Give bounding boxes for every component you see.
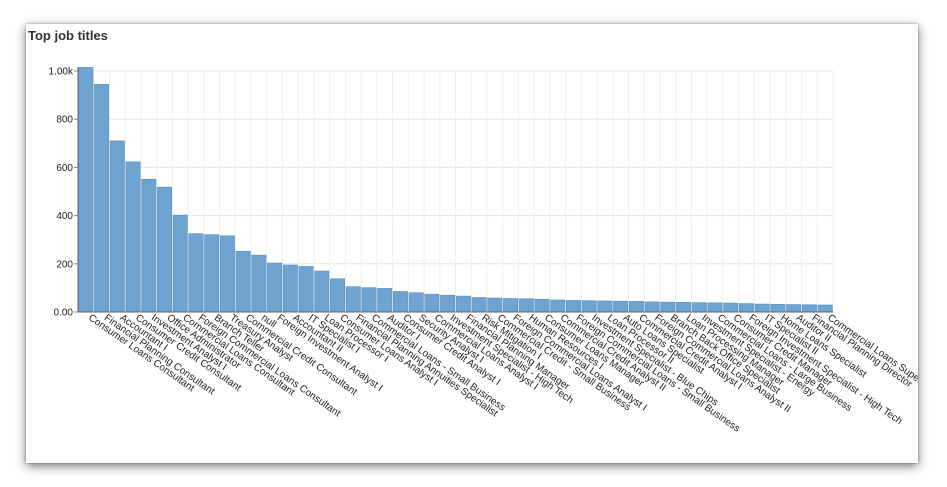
bar bbox=[534, 298, 550, 313]
bar bbox=[125, 161, 141, 313]
bar bbox=[314, 270, 330, 313]
bar bbox=[440, 294, 456, 313]
bar bbox=[157, 186, 172, 313]
bar bbox=[817, 304, 833, 313]
bar bbox=[94, 83, 110, 313]
bar bbox=[518, 298, 534, 313]
bar bbox=[613, 300, 629, 313]
bar bbox=[330, 278, 345, 313]
bar bbox=[282, 264, 298, 313]
y-tick-label: 200 bbox=[56, 259, 73, 270]
bar bbox=[188, 233, 204, 313]
bar bbox=[78, 67, 94, 313]
bar bbox=[141, 178, 157, 313]
bar bbox=[739, 303, 754, 313]
bar bbox=[801, 304, 817, 313]
bar bbox=[754, 303, 770, 313]
bar bbox=[660, 301, 676, 313]
y-tick-label: 600 bbox=[56, 163, 73, 174]
bar bbox=[267, 262, 283, 313]
bar bbox=[408, 292, 424, 313]
bar bbox=[786, 304, 802, 313]
bar bbox=[298, 266, 314, 313]
bar bbox=[172, 214, 188, 313]
bar bbox=[204, 234, 220, 313]
bar bbox=[723, 302, 739, 313]
bar bbox=[345, 286, 361, 313]
bar bbox=[566, 300, 581, 313]
bar bbox=[251, 254, 267, 313]
bar bbox=[550, 299, 566, 313]
bar bbox=[644, 301, 660, 313]
bar bbox=[219, 235, 235, 313]
bar bbox=[377, 288, 393, 313]
bar bbox=[109, 140, 125, 313]
bar bbox=[628, 301, 644, 313]
bar bbox=[707, 302, 723, 313]
bar bbox=[235, 250, 251, 313]
bar bbox=[392, 291, 408, 313]
y-tick-label: 1.00k bbox=[49, 67, 74, 78]
bar bbox=[455, 295, 471, 313]
bar bbox=[597, 300, 613, 313]
bar bbox=[361, 287, 377, 313]
y-tick-label: 0.00 bbox=[54, 308, 74, 319]
chart-title: Top job titles bbox=[28, 28, 108, 43]
bar bbox=[471, 297, 487, 313]
y-tick-label: 400 bbox=[56, 211, 73, 222]
y-tick-label: 800 bbox=[56, 115, 73, 126]
bar bbox=[487, 297, 503, 313]
bar bbox=[424, 293, 440, 313]
bar bbox=[691, 302, 707, 313]
bar bbox=[503, 298, 519, 313]
bar bbox=[581, 300, 597, 313]
bar bbox=[770, 303, 786, 313]
bar bbox=[676, 302, 692, 313]
chart-panel: Top job titles 0.00 200 400 600 800 1.00k Cons… bbox=[26, 24, 918, 463]
